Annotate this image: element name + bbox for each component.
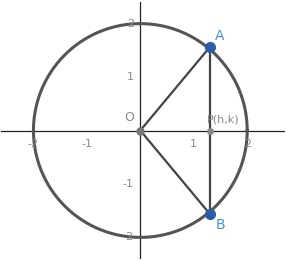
Text: 2: 2 xyxy=(127,19,134,29)
Text: -1: -1 xyxy=(123,179,134,189)
Text: -2: -2 xyxy=(123,232,134,242)
Text: 2: 2 xyxy=(244,139,251,149)
Text: O: O xyxy=(124,111,134,124)
Text: P(h,k): P(h,k) xyxy=(207,114,240,124)
Text: -1: -1 xyxy=(82,139,92,149)
Text: -2: -2 xyxy=(28,139,39,149)
Text: 1: 1 xyxy=(127,72,134,82)
Text: B: B xyxy=(215,218,225,232)
Text: 1: 1 xyxy=(190,139,197,149)
Text: A: A xyxy=(215,29,225,43)
